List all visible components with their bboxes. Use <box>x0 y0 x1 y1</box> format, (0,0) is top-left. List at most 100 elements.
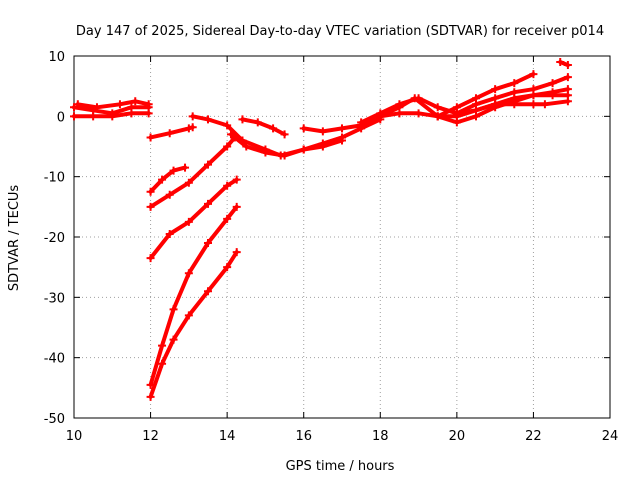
data-series <box>376 85 572 127</box>
data-point <box>491 94 500 103</box>
data-series <box>146 248 241 401</box>
y-tick-label: -50 <box>44 412 65 427</box>
x-tick-label: 20 <box>449 429 466 444</box>
data-point <box>232 175 241 184</box>
data-point <box>146 392 155 401</box>
data-series <box>146 202 241 389</box>
data-point <box>204 160 212 169</box>
data-series <box>556 58 572 70</box>
data-point <box>146 187 155 196</box>
x-tick-label: 10 <box>66 429 83 444</box>
grid-lines <box>74 56 610 418</box>
data-point <box>158 175 167 184</box>
data-point <box>131 97 140 106</box>
x-tick-label: 22 <box>525 429 542 444</box>
data-point <box>452 118 461 127</box>
data-point <box>232 202 241 211</box>
y-tick-label: 0 <box>57 110 65 125</box>
data-point <box>338 133 346 142</box>
data-point <box>108 112 117 121</box>
data-point <box>410 94 419 103</box>
data-point <box>556 58 565 67</box>
x-tick-label: 14 <box>219 429 236 444</box>
data-point <box>472 100 480 109</box>
data-point <box>165 190 174 199</box>
data-point <box>433 103 442 112</box>
data-point <box>158 341 167 350</box>
data-point <box>299 124 308 133</box>
x-tick-label: 12 <box>142 429 159 444</box>
data-point <box>223 121 232 130</box>
data-point <box>73 100 82 109</box>
data-point <box>491 85 500 94</box>
series-track <box>240 117 287 137</box>
axis-ticks: 10 12 14 16 18 20 22 24 -50 -40 -30 -20 -10 0 10 <box>44 50 619 444</box>
data-point <box>89 112 98 121</box>
chart-title: Day 147 of 2025, Sidereal Day-to-day VTE… <box>76 24 604 39</box>
y-tick-label: -20 <box>44 231 65 246</box>
data-series <box>70 109 153 121</box>
data-point <box>146 133 155 142</box>
data-point <box>169 305 178 314</box>
data-point <box>357 118 366 127</box>
data-point <box>269 124 278 133</box>
data-point <box>146 254 155 263</box>
data-point <box>184 311 193 320</box>
data-point <box>204 199 212 208</box>
data-series <box>238 115 289 139</box>
data-point <box>548 88 557 97</box>
data-point <box>232 248 241 257</box>
data-series <box>146 133 239 211</box>
data-point <box>184 178 193 187</box>
data-point <box>395 103 404 112</box>
data-point <box>184 217 193 226</box>
data-point <box>338 124 346 133</box>
data-point <box>491 103 500 112</box>
data-point <box>318 139 327 148</box>
data-point <box>563 85 572 94</box>
series-track <box>148 250 239 399</box>
data-point <box>548 79 557 88</box>
data-series <box>73 97 153 112</box>
series-track <box>435 72 536 119</box>
x-tick-label: 18 <box>372 429 389 444</box>
x-tick-label: 24 <box>602 429 619 444</box>
data-point <box>414 109 423 118</box>
data-point <box>223 214 232 223</box>
data-point <box>529 85 538 94</box>
series-track <box>148 177 239 261</box>
data-point <box>510 88 519 97</box>
data-point <box>204 287 212 296</box>
data-series <box>146 163 190 196</box>
y-tick-label: -30 <box>44 291 65 306</box>
y-tick-label: 10 <box>48 50 65 65</box>
y-axis-label: SDTVAR / TECUs <box>7 185 22 292</box>
data-point <box>223 142 232 151</box>
data-point <box>165 129 174 138</box>
data-point <box>242 142 251 151</box>
data-point <box>115 100 124 109</box>
data-point <box>169 335 178 344</box>
data-point <box>204 115 212 124</box>
data-point <box>238 115 247 124</box>
data-point <box>540 100 549 109</box>
data-point <box>510 97 519 106</box>
data-point <box>184 269 193 278</box>
data-point <box>299 145 308 154</box>
y-tick-label: -40 <box>44 352 65 367</box>
data-point <box>181 163 190 172</box>
data-point <box>563 61 572 70</box>
data-point <box>529 100 538 109</box>
x-tick-label: 16 <box>295 429 312 444</box>
data-point <box>184 124 193 133</box>
y-tick-label: -10 <box>44 171 65 186</box>
series-track <box>148 165 187 194</box>
data-point <box>452 109 461 118</box>
data-point <box>253 118 262 127</box>
data-point <box>127 109 136 118</box>
data-point <box>70 112 78 121</box>
data-point <box>146 202 155 211</box>
data-point <box>433 112 442 121</box>
data-point <box>226 130 235 139</box>
